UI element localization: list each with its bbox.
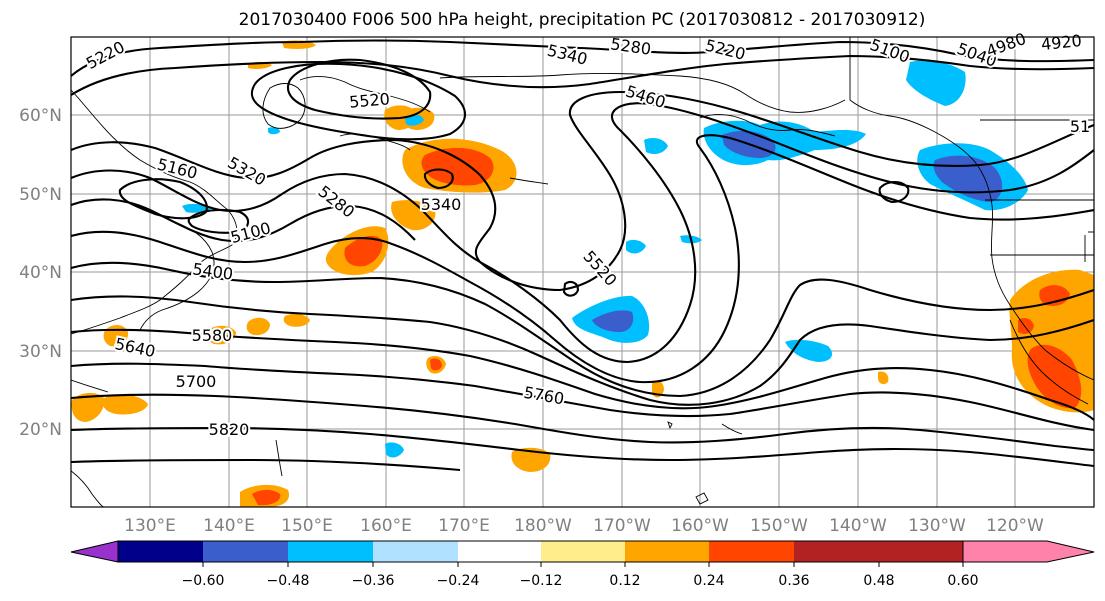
colorbar-tick-label: −0.24 xyxy=(437,573,480,589)
colorbar-tick-label: 0.60 xyxy=(947,573,978,589)
lon-label: 150°E xyxy=(281,516,333,536)
lon-label: 140°E xyxy=(203,516,255,536)
colorbar-segment xyxy=(458,541,541,562)
colorbar-segment xyxy=(879,541,963,562)
lon-label: 160°W xyxy=(671,516,729,536)
colorbar-tick-label: 0.48 xyxy=(863,573,894,589)
colorbar-segment xyxy=(118,541,203,562)
contour-label: 51 xyxy=(1070,117,1090,136)
colorbar-segment xyxy=(373,541,458,562)
colorbar-extend-high xyxy=(962,540,1095,563)
lon-label: 170°W xyxy=(593,516,651,536)
colorbar-segment xyxy=(625,541,709,562)
contour-label: 5820 xyxy=(209,420,250,439)
lon-label: 140°W xyxy=(829,516,887,536)
colorbar: −0.60 −0.48 −0.36 −0.24 −0.12 0.12 0.24 … xyxy=(70,540,1095,589)
figure-title: 2017030400 F006 500 hPa height, precipit… xyxy=(239,10,926,30)
lon-label: 130°E xyxy=(124,516,176,536)
lon-label: 130°W xyxy=(908,516,966,536)
colorbar-segment xyxy=(541,541,625,562)
longitude-labels: 130°E 140°E 150°E 160°E 170°E 180°W 170°… xyxy=(124,516,1044,536)
contour-label: 5580 xyxy=(192,326,233,345)
colorbar-tick-label: 0.36 xyxy=(778,573,809,589)
colorbar-tick-label: 0.12 xyxy=(609,573,640,589)
colorbar-segment xyxy=(288,541,373,562)
colorbar-extend-low xyxy=(70,540,119,563)
lon-label: 120°W xyxy=(986,516,1044,536)
map-frame xyxy=(70,36,1095,508)
contour-label: 5520 xyxy=(348,89,390,111)
colorbar-tick-label: −0.48 xyxy=(267,573,310,589)
colorbar-segment xyxy=(794,541,879,562)
lat-label: 40°N xyxy=(19,263,62,283)
colorbar-tick-label: −0.12 xyxy=(520,573,563,589)
height-contours xyxy=(71,39,1094,472)
lat-label: 30°N xyxy=(19,342,62,362)
contour-label: 5340 xyxy=(421,195,462,214)
lon-label: 180°W xyxy=(514,516,572,536)
colorbar-tick-label: 0.24 xyxy=(693,573,724,589)
lat-label: 60°N xyxy=(19,106,62,126)
lon-label: 160°E xyxy=(360,516,412,536)
lat-label: 20°N xyxy=(19,420,62,440)
colorbar-tick-label: −0.36 xyxy=(352,573,395,589)
contour-label: 5700 xyxy=(176,372,217,391)
latitude-labels: 60°N 50°N 40°N 30°N 20°N xyxy=(19,106,62,440)
lat-label: 50°N xyxy=(19,185,62,205)
colorbar-segment xyxy=(203,541,288,562)
lon-label: 170°E xyxy=(438,516,490,536)
lon-label: 150°W xyxy=(750,516,808,536)
colorbar-tick-label: −0.60 xyxy=(182,573,225,589)
precipitation-shading xyxy=(71,40,1094,507)
colorbar-segment xyxy=(709,541,794,562)
